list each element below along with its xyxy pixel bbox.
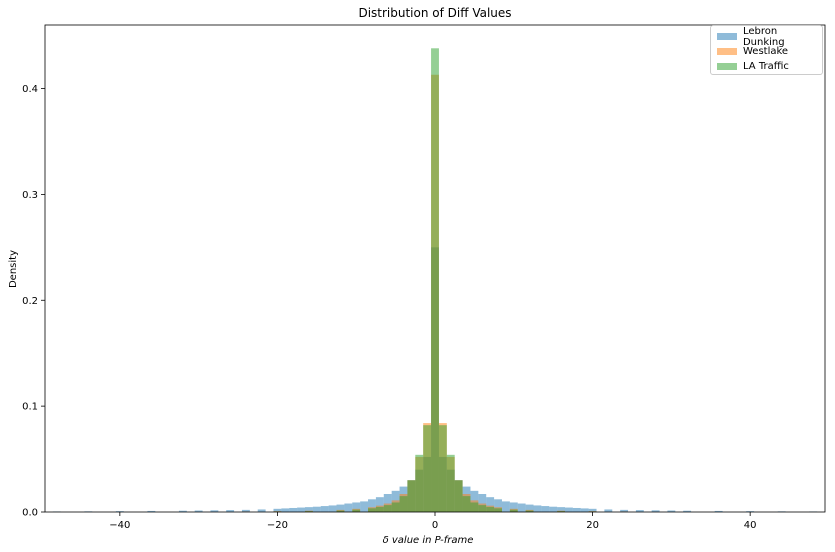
x-tick-label: −20 xyxy=(267,520,288,531)
bar-la-traffic xyxy=(375,506,384,512)
bar-lebron-dunking xyxy=(509,502,518,512)
series-la-traffic xyxy=(273,48,597,512)
bar-la-traffic xyxy=(352,509,361,512)
bar-lebron-dunking xyxy=(352,502,361,512)
bar-la-traffic xyxy=(391,502,400,512)
y-axis-label: Density xyxy=(8,250,19,288)
bar-lebron-dunking xyxy=(667,510,676,512)
bar-la-traffic xyxy=(470,502,479,512)
bar-lebron-dunking xyxy=(635,510,644,512)
bar-lebron-dunking xyxy=(273,508,282,512)
bar-la-traffic xyxy=(431,48,439,512)
legend-swatch-lebron-dunking xyxy=(717,33,737,40)
y-tick-label: 0.3 xyxy=(22,190,38,201)
x-tick-label: −40 xyxy=(109,520,130,531)
bar-lebron-dunking xyxy=(336,504,345,512)
bar-la-traffic xyxy=(383,505,392,512)
bar-la-traffic xyxy=(336,510,345,512)
bar-lebron-dunking xyxy=(344,503,353,512)
bar-lebron-dunking xyxy=(115,511,124,512)
legend-swatch-la-traffic xyxy=(717,63,737,70)
x-tick-label: 40 xyxy=(744,520,757,531)
bar-lebron-dunking xyxy=(281,508,290,512)
bar-lebron-dunking xyxy=(486,497,495,512)
bar-lebron-dunking xyxy=(375,497,384,512)
bar-lebron-dunking xyxy=(565,507,573,512)
bar-lebron-dunking xyxy=(194,510,203,512)
bar-lebron-dunking xyxy=(226,510,235,512)
y-tick-label: 0.0 xyxy=(22,508,38,519)
y-tick-label: 0.4 xyxy=(22,84,38,95)
bar-lebron-dunking xyxy=(557,507,565,512)
bar-lebron-dunking xyxy=(494,499,502,512)
bar-lebron-dunking xyxy=(241,509,250,512)
chart-title: Distribution of Diff Values xyxy=(358,6,511,20)
bar-lebron-dunking xyxy=(210,510,219,512)
bar-lebron-dunking xyxy=(305,507,313,512)
x-axis-label: δ value in P-frame xyxy=(383,535,474,546)
bar-la-traffic xyxy=(368,508,376,512)
x-tick-label: 0 xyxy=(432,520,438,531)
bar-la-traffic xyxy=(438,425,447,512)
bar-la-traffic xyxy=(399,496,408,512)
bar-lebron-dunking xyxy=(517,503,526,512)
bar-lebron-dunking xyxy=(580,508,589,512)
bar-lebron-dunking xyxy=(533,505,542,512)
bar-la-traffic xyxy=(486,506,495,512)
bar-lebron-dunking xyxy=(297,507,305,512)
axes-layer: −40 −20 0 20 40 0.0 0.1 0.2 0.3 0.4 xyxy=(22,24,826,531)
bar-lebron-dunking xyxy=(320,506,329,512)
legend-item-westlake: Westlake xyxy=(711,44,822,59)
bar-lebron-dunking xyxy=(257,509,266,512)
bar-lebron-dunking xyxy=(714,510,723,512)
y-tick-label: 0.2 xyxy=(22,296,38,307)
bar-lebron-dunking xyxy=(588,508,597,512)
legend-swatch-westlake xyxy=(717,48,737,55)
bar-lebron-dunking xyxy=(651,510,660,512)
bar-lebron-dunking xyxy=(328,505,337,512)
chart-legend: Lebron Dunking Westlake LA Traffic xyxy=(710,25,823,75)
bar-lebron-dunking xyxy=(383,494,392,512)
legend-item-la-traffic: LA Traffic xyxy=(711,59,822,74)
legend-label-lebron-dunking: Lebron Dunking xyxy=(742,25,785,48)
bar-la-traffic xyxy=(478,505,487,512)
bar-la-traffic xyxy=(494,508,502,512)
bar-la-traffic xyxy=(407,480,416,512)
bar-la-traffic xyxy=(525,510,534,512)
bar-la-traffic xyxy=(305,511,313,512)
bars-layer xyxy=(52,48,818,512)
bar-la-traffic xyxy=(557,511,565,512)
bar-la-traffic xyxy=(454,480,463,512)
bar-lebron-dunking xyxy=(360,501,369,512)
bar-lebron-dunking xyxy=(368,499,376,512)
bar-lebron-dunking xyxy=(312,506,321,512)
bar-lebron-dunking xyxy=(541,506,550,512)
bar-lebron-dunking xyxy=(604,509,613,512)
bar-lebron-dunking xyxy=(501,501,510,512)
y-tick-label: 0.1 xyxy=(22,402,38,413)
bar-lebron-dunking xyxy=(746,511,755,512)
bar-lebron-dunking xyxy=(683,510,692,512)
bar-la-traffic xyxy=(446,454,455,512)
bar-lebron-dunking xyxy=(289,507,298,512)
x-tick-label: 20 xyxy=(586,520,599,531)
legend-label-westlake: Westlake xyxy=(743,46,789,57)
bar-la-traffic xyxy=(509,509,518,512)
bar-lebron-dunking xyxy=(620,509,629,512)
legend-item-lebron-dunking: Lebron Dunking xyxy=(711,26,822,48)
bar-la-traffic xyxy=(415,454,424,512)
bar-lebron-dunking xyxy=(178,510,187,512)
bar-la-traffic xyxy=(462,496,471,512)
bar-lebron-dunking xyxy=(572,507,581,512)
bar-lebron-dunking xyxy=(147,510,156,512)
bar-lebron-dunking xyxy=(525,504,534,512)
legend-label-la-traffic: LA Traffic xyxy=(743,61,789,72)
bar-lebron-dunking xyxy=(549,506,558,512)
bar-la-traffic xyxy=(423,425,432,512)
bar-lebron-dunking xyxy=(478,494,487,512)
